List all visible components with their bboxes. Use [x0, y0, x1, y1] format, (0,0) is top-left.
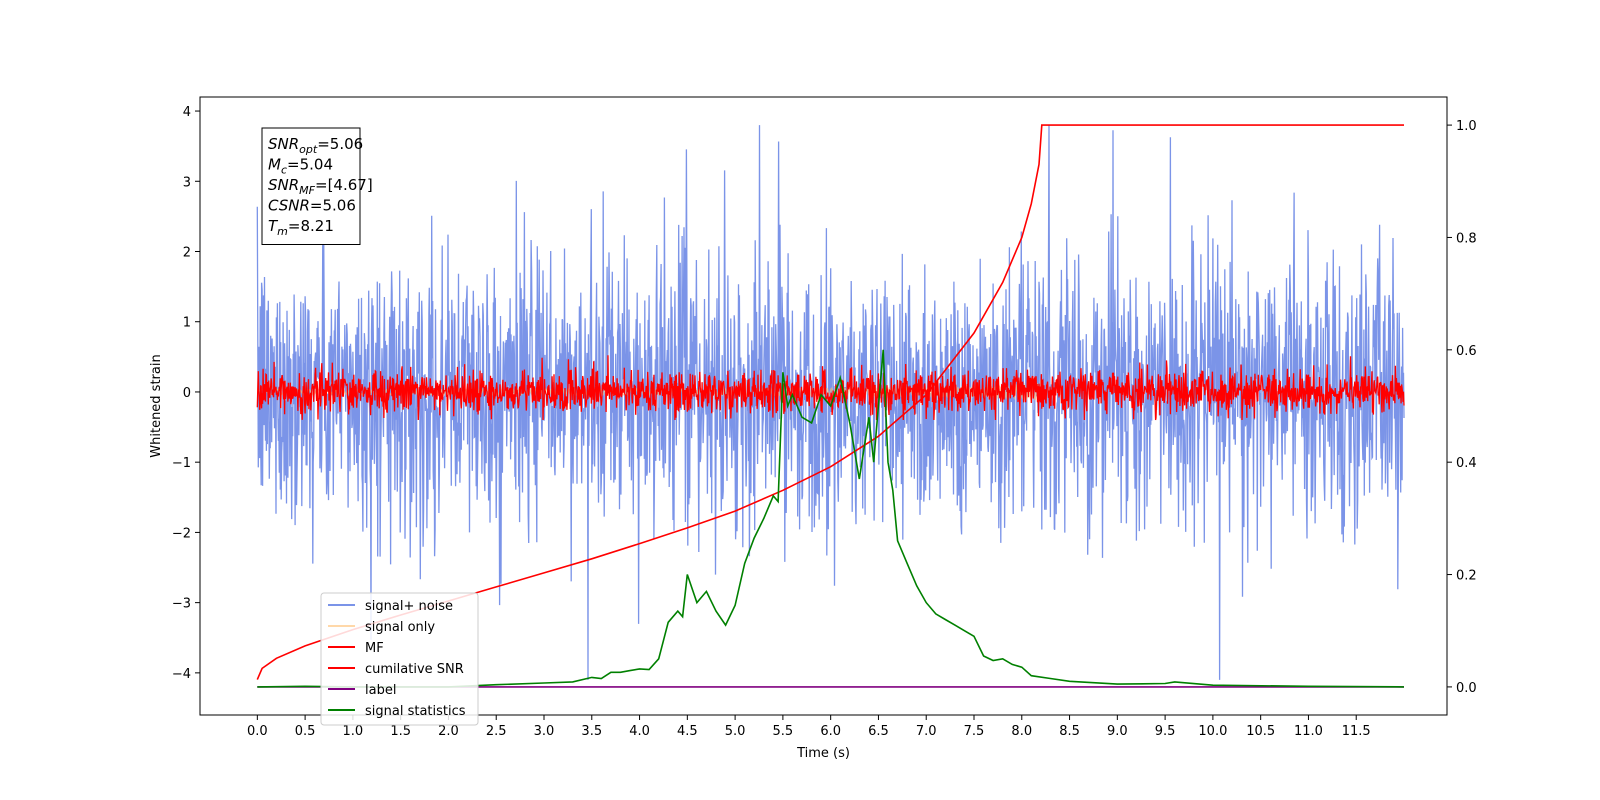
x-tick-label: 3.0 [534, 724, 555, 739]
legend: signal+ noise signal only MF cumilative SNR… [320, 592, 479, 726]
x-tick-label: 6.5 [868, 724, 889, 739]
x-tick-label: 11.5 [1342, 724, 1371, 739]
y-right-tick-label: 0.6 [1456, 344, 1477, 359]
y-right-tick-label: 0.4 [1456, 456, 1477, 471]
series-signal-statistics [257, 349, 1405, 688]
y-tick-label: 0 [183, 386, 191, 401]
y-right-tick-label: 0.8 [1456, 231, 1477, 246]
annotation-line: Mc=5.04 [268, 156, 333, 177]
y-tick-label: −3 [172, 597, 191, 612]
legend-label: signal only [365, 620, 435, 635]
series-signal-noise [256, 125, 1405, 680]
y-tick-label: −2 [172, 526, 191, 541]
y-axis-right: 1.0 0.8 0.6 0.4 0.2 0.0 [1447, 119, 1477, 696]
x-tick-label: 11.0 [1294, 724, 1323, 739]
legend-label: MF [365, 641, 384, 656]
annotation-line: SNRMF=[4.67] [268, 176, 373, 197]
x-tick-label: 10.5 [1246, 724, 1275, 739]
x-tick-label: 7.0 [916, 724, 937, 739]
legend-label: label [365, 683, 396, 698]
x-tick-label: 0.0 [247, 724, 268, 739]
x-tick-label: 4.0 [629, 724, 650, 739]
annotation-line: CSNR=5.06 [268, 197, 356, 215]
legend-label: cumilative SNR [365, 662, 464, 677]
x-tick-label: 10.0 [1198, 724, 1227, 739]
x-tick-label: 0.5 [295, 724, 316, 739]
x-tick-label: 2.5 [486, 724, 507, 739]
y-tick-label: 2 [183, 246, 191, 261]
x-tick-label: 7.5 [964, 724, 985, 739]
y-axis-title: Whitened strain [149, 354, 164, 457]
x-tick-label: 8.0 [1011, 724, 1032, 739]
y-tick-label: −1 [172, 456, 191, 471]
x-tick-label: 2.0 [438, 724, 459, 739]
y-tick-label: 1 [183, 316, 191, 331]
x-tick-label: 1.0 [343, 724, 364, 739]
annotation-line: Tm=8.21 [268, 217, 334, 238]
x-tick-label: 3.5 [581, 724, 602, 739]
x-axis: 0.0 0.5 1.0 1.5 2.0 2.5 3.0 3.5 4.0 4.5 5.0 5.5 6.0 6… [247, 715, 1371, 739]
y-right-tick-label: 0.0 [1456, 681, 1477, 696]
x-tick-label: 4.5 [677, 724, 698, 739]
legend-frame [320, 592, 479, 726]
x-axis-title: Time (s) [796, 746, 850, 761]
y-tick-label: −4 [172, 667, 191, 682]
x-tick-label: 1.5 [390, 724, 411, 739]
y-right-tick-label: 0.2 [1456, 569, 1477, 584]
y-axis-left: 4 3 2 1 0 −1 −2 −3 −4 [172, 105, 200, 682]
x-tick-label: 9.0 [1107, 724, 1128, 739]
y-tick-label: 3 [183, 175, 191, 190]
x-tick-label: 5.0 [725, 724, 746, 739]
y-right-tick-label: 1.0 [1456, 119, 1477, 134]
plot-frame [199, 96, 1448, 716]
series-mf [256, 355, 1405, 421]
x-tick-label: 9.5 [1155, 724, 1176, 739]
x-tick-label: 6.0 [820, 724, 841, 739]
x-tick-label: 5.5 [773, 724, 794, 739]
x-tick-label: 8.5 [1059, 724, 1080, 739]
annotation-frame [261, 127, 361, 245]
legend-label: signal statistics [365, 704, 466, 719]
annotation-line: SNRopt=5.06 [268, 135, 363, 156]
y-tick-label: 4 [183, 105, 191, 120]
legend-label: signal+ noise [365, 599, 453, 614]
